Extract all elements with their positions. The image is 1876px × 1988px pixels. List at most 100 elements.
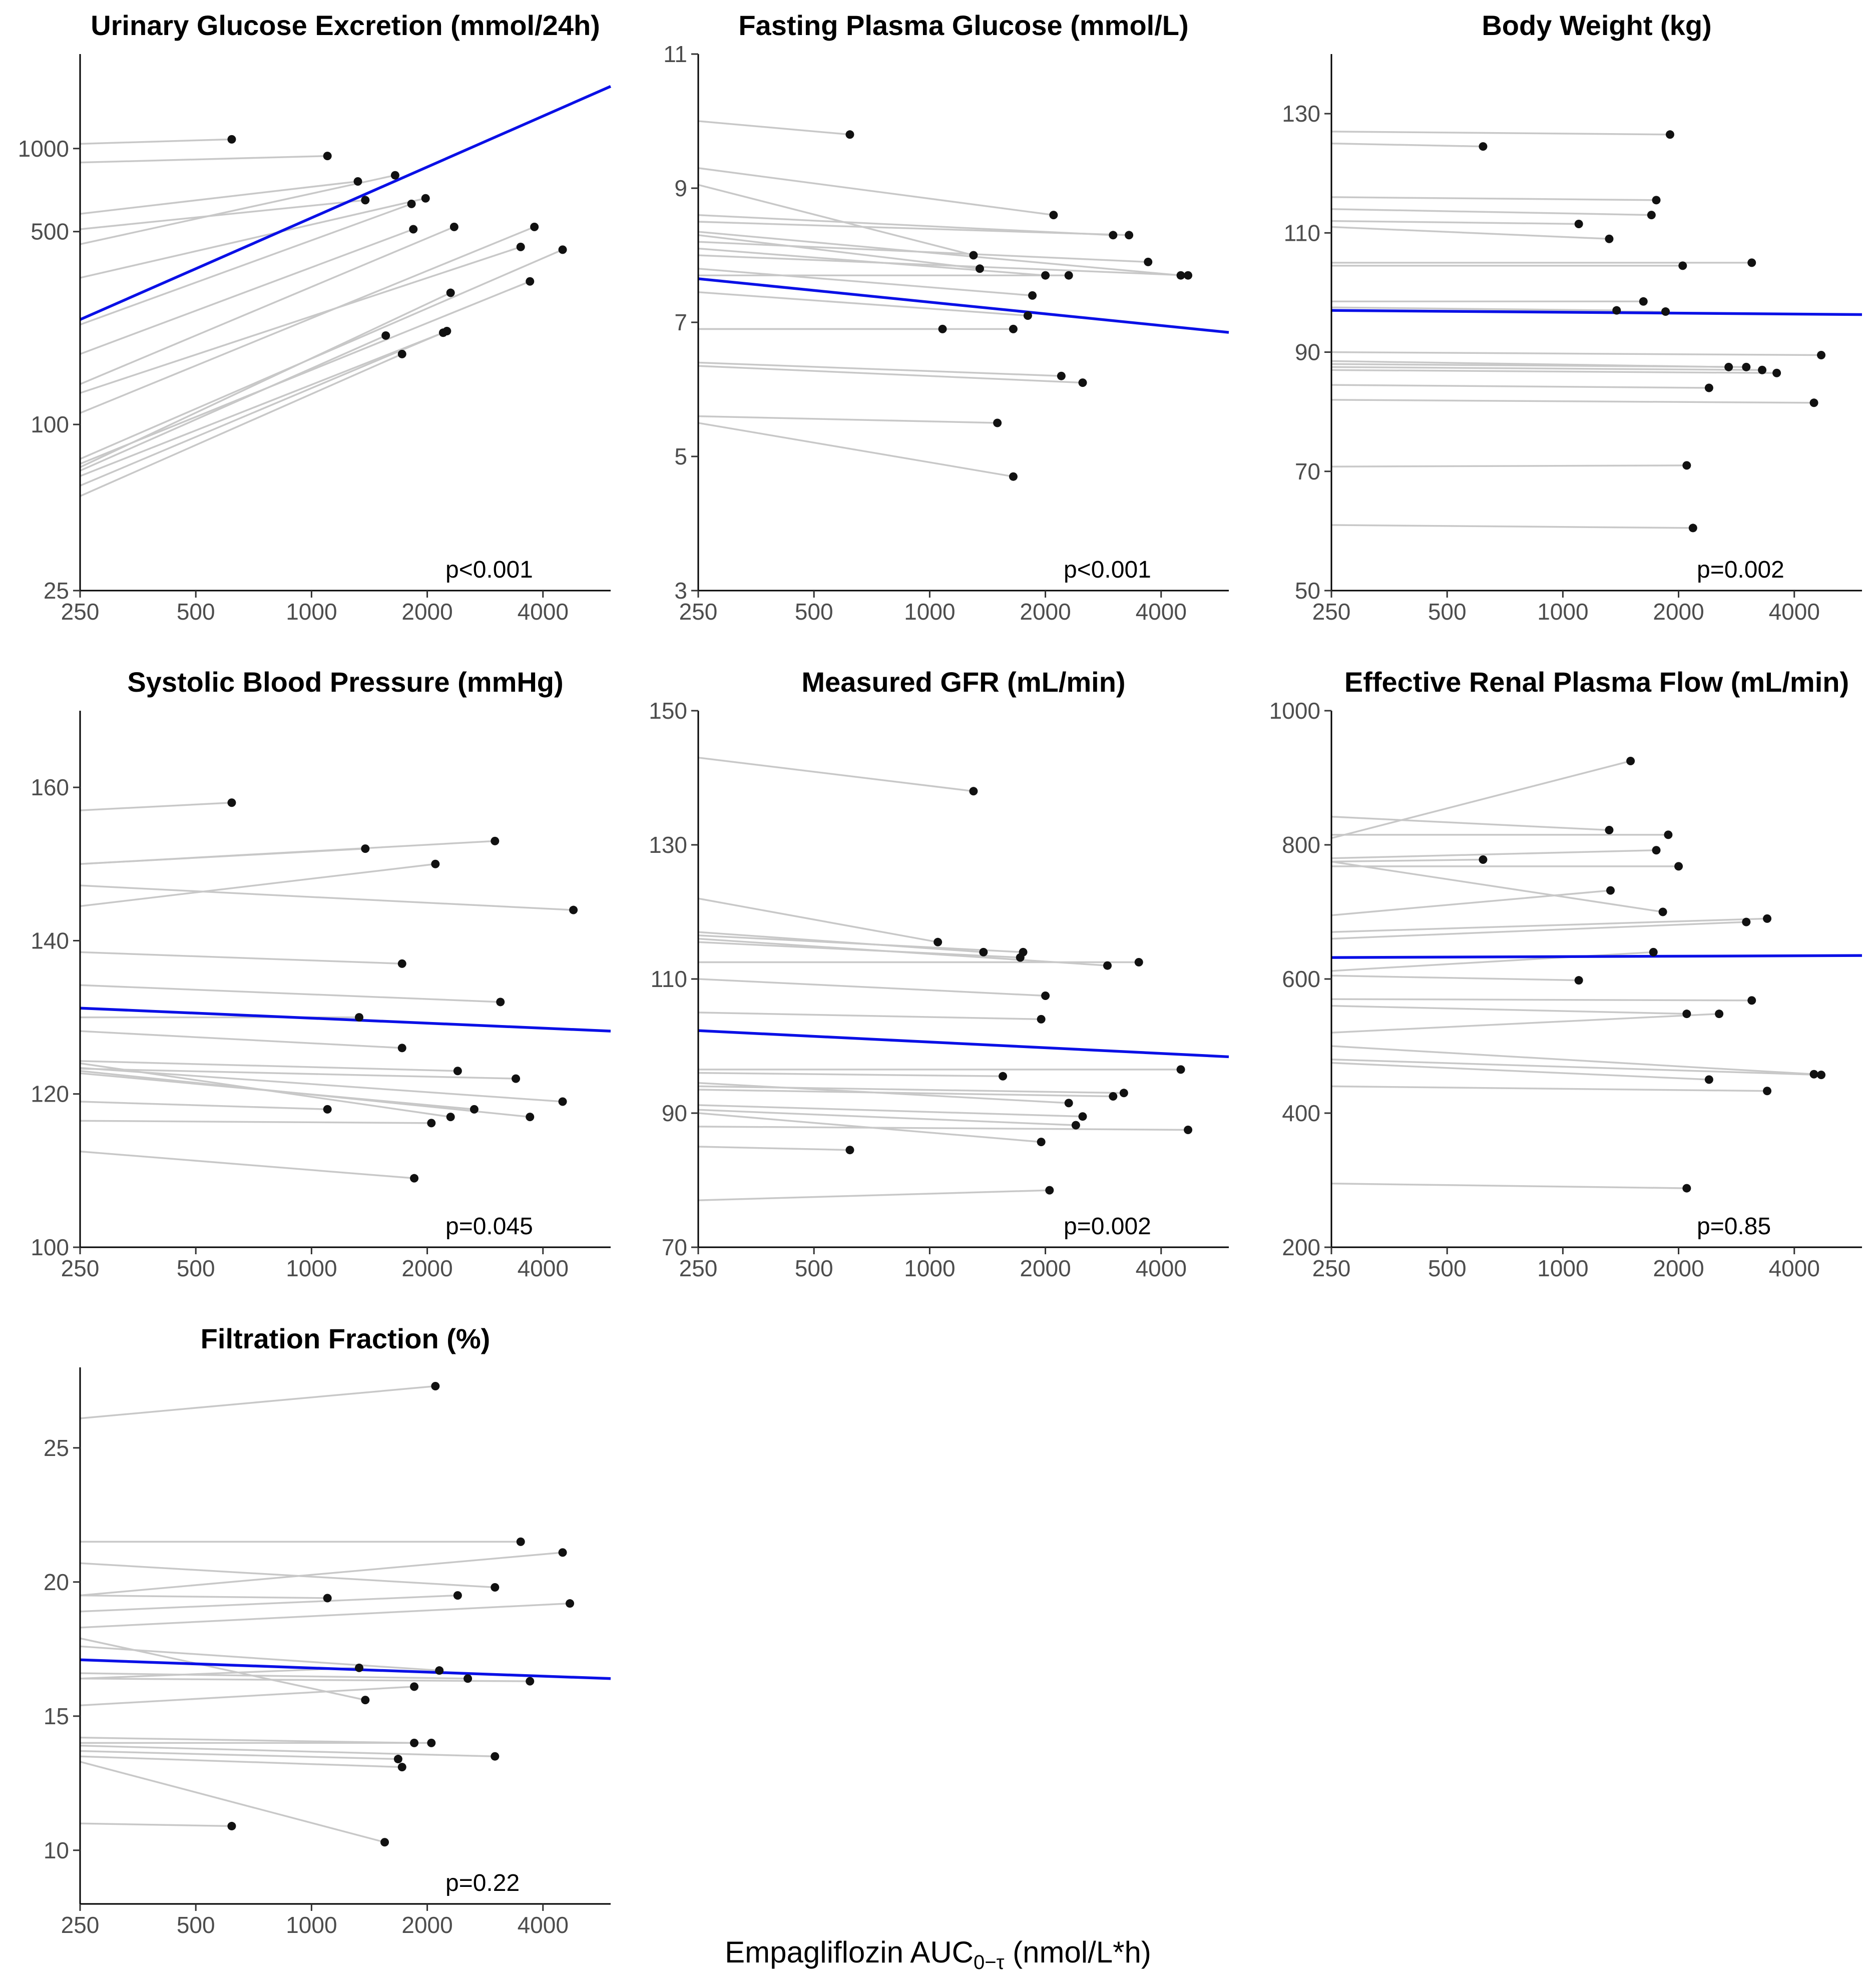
data-point: [1064, 1099, 1073, 1108]
chart-panel-3: Body Weight (kg) 50 70 90 110 130 250 500 1000 20…: [1282, 10, 1862, 625]
paired-line: [80, 332, 444, 477]
paired-line: [698, 1126, 1188, 1131]
paired-line: [1331, 131, 1670, 136]
data-point: [569, 905, 578, 914]
x-tick-label: 2000: [1653, 599, 1704, 625]
data-point: [410, 1174, 419, 1183]
paired-line: [80, 1678, 530, 1682]
data-point: [1016, 953, 1025, 962]
paired-line: [698, 422, 1014, 477]
data-point: [227, 135, 236, 144]
y-tick-label: 800: [1282, 832, 1320, 858]
regression-line: [1331, 309, 1862, 316]
x-tick-label: 500: [177, 1255, 215, 1281]
data-point: [353, 177, 362, 186]
y-tick-label: 90: [1295, 339, 1320, 365]
data-point: [1078, 1112, 1087, 1121]
x-tick-label: 500: [1428, 1255, 1467, 1281]
paired-line: [80, 1101, 328, 1111]
data-point: [1109, 1092, 1118, 1101]
paired-line: [698, 120, 850, 136]
regression-line: [80, 1658, 611, 1680]
data-point: [1626, 757, 1635, 765]
data-point: [1809, 398, 1818, 407]
p-value-label: p=0.002: [1064, 1213, 1151, 1240]
data-point: [397, 1044, 406, 1053]
x-tick-label: 4000: [1136, 599, 1187, 625]
paired-line: [80, 951, 402, 965]
paired-line: [1331, 306, 1617, 311]
data-point: [558, 1097, 567, 1106]
paired-line: [80, 1594, 328, 1599]
paired-line: [698, 184, 974, 256]
data-point: [1606, 886, 1615, 895]
data-point: [431, 859, 440, 868]
data-point: [1064, 271, 1073, 280]
y-tick-label: 20: [44, 1569, 69, 1595]
data-point: [1682, 1184, 1691, 1193]
paired-line: [1331, 858, 1483, 863]
data-point: [1704, 383, 1713, 392]
paired-line: [1331, 220, 1579, 225]
paired-line: [1331, 351, 1821, 356]
panel-title: Fasting Plasma Glucose (mmol/L): [738, 10, 1188, 41]
paired-line: [1331, 1059, 1821, 1076]
data-point: [1605, 826, 1614, 835]
data-point: [1479, 142, 1488, 151]
paired-line: [698, 361, 1062, 377]
data-point: [979, 947, 988, 956]
data-point: [1658, 907, 1667, 916]
data-point: [227, 798, 236, 807]
x-tick-label: 250: [61, 1255, 100, 1281]
x-axis-label-suffix: (nmol/L*h): [1004, 1935, 1151, 1969]
x-tick-label: 250: [61, 599, 100, 625]
data-point: [526, 1677, 535, 1686]
paired-line: [80, 1120, 431, 1124]
paired-line: [698, 234, 980, 270]
paired-line: [80, 174, 395, 245]
data-point: [491, 1752, 500, 1761]
data-point: [558, 245, 567, 254]
data-point: [1665, 130, 1674, 139]
data-point: [1682, 1010, 1691, 1019]
data-point: [845, 1146, 854, 1155]
p-value-label: p=0.22: [445, 1870, 520, 1896]
paired-line: [698, 221, 1129, 236]
data-point: [938, 324, 947, 333]
paired-line: [80, 155, 328, 164]
y-tick-label: 130: [1282, 101, 1320, 127]
panel-title: Body Weight (kg): [1482, 10, 1711, 41]
data-point: [323, 1594, 332, 1603]
data-point: [1109, 231, 1118, 240]
data-point: [1688, 524, 1697, 533]
x-tick-label: 4000: [1769, 1255, 1820, 1281]
data-point: [380, 1838, 389, 1847]
paired-line: [80, 1072, 475, 1111]
panel-title: Measured GFR (mL/min): [801, 666, 1125, 698]
data-point: [1144, 257, 1153, 266]
paired-line: [80, 226, 535, 414]
data-point: [1715, 1010, 1724, 1019]
data-point: [512, 1074, 521, 1083]
x-tick-label: 4000: [518, 1255, 569, 1281]
data-point: [410, 1738, 419, 1747]
paired-line: [698, 1089, 1113, 1098]
paired-line: [1331, 951, 1654, 972]
paired-line: [698, 254, 1188, 276]
data-point: [361, 1696, 370, 1705]
x-axis-label-subscript: 0−τ: [974, 1951, 1005, 1973]
paired-line: [1331, 464, 1687, 467]
data-point: [1661, 307, 1670, 316]
y-tick-label: 1000: [18, 136, 69, 162]
data-point: [1704, 1075, 1713, 1084]
data-point: [449, 222, 458, 231]
paired-line: [1331, 998, 1752, 1002]
data-point: [1809, 1070, 1818, 1079]
chart-panel-1: Urinary Glucose Excretion (mmol/24h) 25 10…: [18, 10, 612, 625]
x-tick-label: 1000: [286, 599, 337, 625]
data-point: [1772, 368, 1781, 377]
x-tick-label: 500: [1428, 599, 1467, 625]
x-tick-label: 1000: [286, 1255, 337, 1281]
paired-line: [1331, 921, 1746, 940]
